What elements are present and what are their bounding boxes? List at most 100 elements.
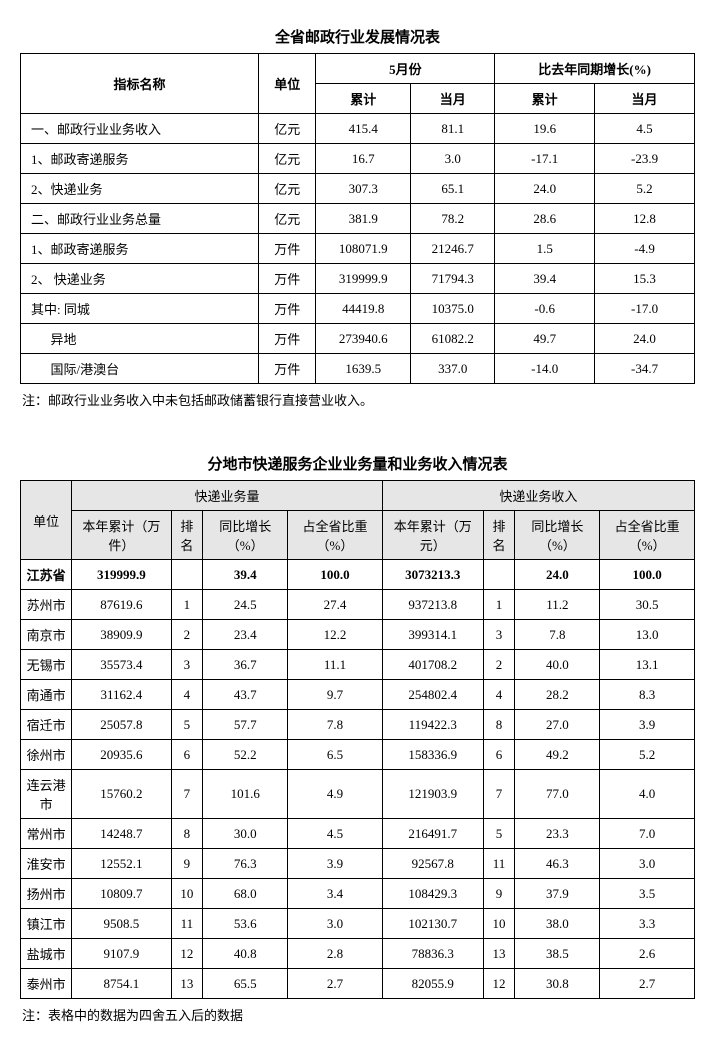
cell: 3.0 <box>600 849 695 879</box>
cell: 12.8 <box>595 204 695 234</box>
cell: -23.9 <box>595 144 695 174</box>
cell: 万件 <box>258 264 315 294</box>
cell: 108071.9 <box>316 234 411 264</box>
cell: 二、邮政行业业务总量 <box>21 204 259 234</box>
cell: 38.0 <box>515 909 600 939</box>
cell: 2.6 <box>600 939 695 969</box>
cell: 19.6 <box>495 114 595 144</box>
cell: 9508.5 <box>72 909 171 939</box>
cell: 1、邮政寄递服务 <box>21 144 259 174</box>
table-row: 无锡市35573.4336.711.1401708.2240.013.1 <box>21 650 695 680</box>
cell: 7.8 <box>515 620 600 650</box>
cell: 4.9 <box>288 770 383 819</box>
table-row: 2、 快递业务万件319999.971794.339.415.3 <box>21 264 695 294</box>
cell: 100.0 <box>288 560 383 590</box>
t2-hdr-vyoy: 同比增长（%） <box>203 511 288 560</box>
cell: 10375.0 <box>411 294 495 324</box>
cell: 5 <box>483 819 515 849</box>
cell: 亿元 <box>258 144 315 174</box>
cell: 28.6 <box>495 204 595 234</box>
cell: 319999.9 <box>316 264 411 294</box>
table-row: 二、邮政行业业务总量亿元381.978.228.612.8 <box>21 204 695 234</box>
cell: 无锡市 <box>21 650 72 680</box>
cell: 连云港市 <box>21 770 72 819</box>
t1-hdr-cur1: 当月 <box>411 84 495 114</box>
cell: 102130.7 <box>382 909 483 939</box>
t1-hdr-unit: 单位 <box>258 54 315 114</box>
cell: 40.0 <box>515 650 600 680</box>
cell: 13.0 <box>600 620 695 650</box>
table1-title: 全省邮政行业发展情况表 <box>20 26 695 47</box>
cell: 镇江市 <box>21 909 72 939</box>
cell: -17.1 <box>495 144 595 174</box>
cell: 36.7 <box>203 650 288 680</box>
cell: 9 <box>483 879 515 909</box>
cell: 254802.4 <box>382 680 483 710</box>
cell: 8 <box>483 710 515 740</box>
cell: 1639.5 <box>316 354 411 384</box>
cell: 216491.7 <box>382 819 483 849</box>
cell: 1.5 <box>495 234 595 264</box>
cell: 亿元 <box>258 204 315 234</box>
cell: 81.1 <box>411 114 495 144</box>
cell: 3073213.3 <box>382 560 483 590</box>
cell: 16.7 <box>316 144 411 174</box>
cell: 11 <box>171 909 203 939</box>
table2: 单位 快递业务量 快递业务收入 本年累计（万件） 排名 同比增长（%） 占全省比… <box>20 480 695 999</box>
cell: 13 <box>171 969 203 999</box>
cell: 119422.3 <box>382 710 483 740</box>
cell: 13.1 <box>600 650 695 680</box>
cell: 8 <box>171 819 203 849</box>
cell: 10 <box>171 879 203 909</box>
cell: 6 <box>171 740 203 770</box>
cell: 27.4 <box>288 590 383 620</box>
t1-hdr-cumul1: 累计 <box>316 84 411 114</box>
cell: 3.9 <box>600 710 695 740</box>
cell: 46.3 <box>515 849 600 879</box>
cell: 9 <box>171 849 203 879</box>
cell: 6 <box>483 740 515 770</box>
cell: 3 <box>171 650 203 680</box>
cell: 9107.9 <box>72 939 171 969</box>
table-row: 淮安市12552.1976.33.992567.81146.33.0 <box>21 849 695 879</box>
t1-hdr-yoy: 比去年同期增长(%) <box>495 54 695 84</box>
t2-hdr-vcum: 本年累计（万件） <box>72 511 171 560</box>
cell: 108429.3 <box>382 879 483 909</box>
t2-hdr-rev: 快递业务收入 <box>382 481 694 511</box>
cell: 扬州市 <box>21 879 72 909</box>
cell: 7 <box>171 770 203 819</box>
table-row: 其中: 同城万件44419.810375.0-0.6-17.0 <box>21 294 695 324</box>
cell: 38.5 <box>515 939 600 969</box>
cell: 一、邮政行业业务收入 <box>21 114 259 144</box>
cell: 万件 <box>258 234 315 264</box>
cell: 399314.1 <box>382 620 483 650</box>
cell: 78836.3 <box>382 939 483 969</box>
cell <box>171 560 203 590</box>
cell: 11.2 <box>515 590 600 620</box>
cell: 4.0 <box>600 770 695 819</box>
cell: 南京市 <box>21 620 72 650</box>
cell: 3.9 <box>288 849 383 879</box>
t2-hdr-vol: 快递业务量 <box>72 481 383 511</box>
cell: 415.4 <box>316 114 411 144</box>
cell: 21246.7 <box>411 234 495 264</box>
cell: 43.7 <box>203 680 288 710</box>
table-row: 盐城市9107.91240.82.878836.31338.52.6 <box>21 939 695 969</box>
cell: 273940.6 <box>316 324 411 354</box>
cell: 3.4 <box>288 879 383 909</box>
cell: 3.0 <box>411 144 495 174</box>
cell: 2、 快递业务 <box>21 264 259 294</box>
cell: 15.3 <box>595 264 695 294</box>
cell: 2 <box>171 620 203 650</box>
t2-hdr-vrank: 排名 <box>171 511 203 560</box>
cell: 37.9 <box>515 879 600 909</box>
table-row: 徐州市20935.6652.26.5158336.9649.25.2 <box>21 740 695 770</box>
cell: 万件 <box>258 324 315 354</box>
cell: 盐城市 <box>21 939 72 969</box>
table2-note: 注：表格中的数据为四舍五入后的数据 <box>22 1005 695 1024</box>
table2-title: 分地市快递服务企业业务量和业务收入情况表 <box>20 453 695 474</box>
cell: 2.7 <box>600 969 695 999</box>
cell: 8754.1 <box>72 969 171 999</box>
cell: 13 <box>483 939 515 969</box>
cell: 937213.8 <box>382 590 483 620</box>
